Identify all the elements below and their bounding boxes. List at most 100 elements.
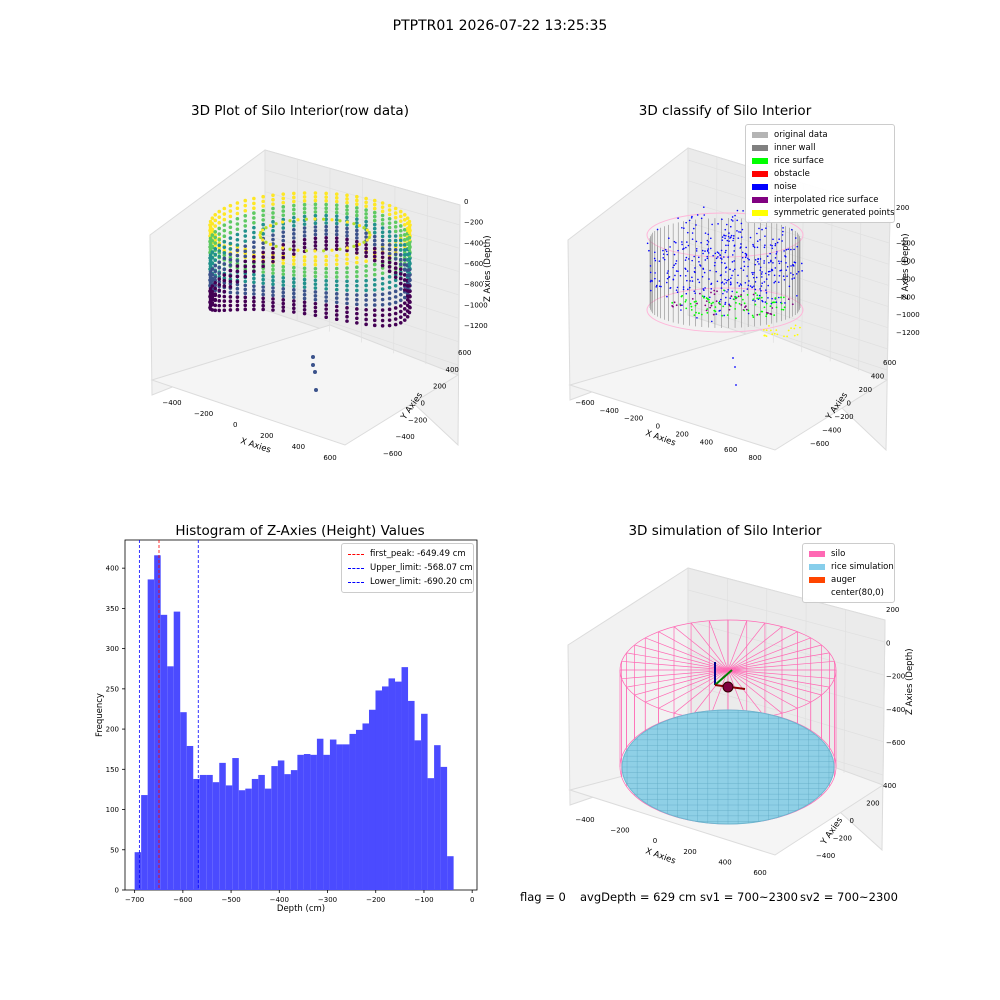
raw-outlier-point (314, 388, 318, 392)
noise-point (709, 269, 711, 272)
noise-point (719, 257, 722, 259)
raw-point (222, 294, 227, 299)
raw-point (365, 238, 369, 242)
noise-point (656, 228, 659, 231)
noise-point (697, 256, 700, 259)
raw-point (380, 313, 385, 318)
raw-point (345, 204, 349, 209)
rice-surface-point (783, 306, 786, 309)
raw-point (407, 219, 412, 224)
noise-point (779, 269, 781, 272)
noise-point (720, 274, 723, 276)
legend-item-inner-wall: inner wall (752, 141, 888, 154)
noise-point (736, 219, 738, 222)
legend-item-rice-simulation: rice simulation (809, 560, 894, 573)
legend-swatch (752, 209, 768, 216)
rice-surface-point (787, 298, 790, 301)
noise-point (655, 286, 658, 288)
noise-point (731, 261, 734, 263)
raw-point (281, 265, 286, 269)
raw-point (355, 265, 359, 269)
rice-surface-point (693, 300, 696, 303)
x-tick-label: 400 (292, 443, 305, 451)
raw-point (210, 301, 215, 305)
raw-point (281, 217, 286, 222)
raw-point (355, 316, 359, 321)
noise-point (681, 243, 683, 246)
rice-surface-point (713, 293, 716, 296)
symmetric-point (790, 327, 792, 330)
raw-point (213, 218, 218, 223)
raw-point (387, 312, 392, 317)
raw-point (252, 206, 256, 211)
symmetric-point (763, 334, 766, 337)
raw-point (398, 304, 403, 308)
z-tick-label: −800 (464, 281, 483, 289)
raw-point (243, 303, 248, 308)
silo-roof-line (626, 652, 729, 671)
noise-point (734, 214, 736, 217)
rice-surface-point (763, 306, 766, 309)
raw-point (355, 232, 359, 237)
raw-point (292, 219, 296, 224)
raw-point (345, 319, 349, 323)
raw-point (222, 273, 227, 277)
noise-point (726, 239, 729, 242)
raw-point (213, 246, 218, 251)
raw-point (271, 259, 275, 264)
raw-point (261, 270, 265, 274)
raw-point (252, 280, 256, 285)
raw-point (228, 236, 233, 240)
raw-point (364, 254, 368, 259)
raw-point (222, 228, 227, 233)
noise-point (701, 275, 704, 278)
raw-point (292, 269, 296, 274)
y-tick-label: 0 (850, 817, 854, 825)
rice-surface-point (733, 295, 736, 298)
raw-point (387, 221, 392, 225)
grid-line (687, 589, 886, 643)
noise-point (721, 236, 724, 238)
raw-point (334, 229, 339, 233)
raw-point (372, 298, 377, 302)
symmetric-point (762, 328, 765, 331)
raw-point (362, 226, 366, 230)
raw-point (372, 272, 377, 277)
raw-point (252, 235, 256, 240)
histogram-bar (206, 774, 213, 890)
raw-point (324, 199, 328, 203)
rice-surface-point (738, 302, 741, 305)
raw-point (252, 292, 256, 296)
noise-point (780, 260, 783, 263)
rice-surface-point (780, 296, 782, 299)
noise-point (696, 317, 698, 319)
raw-point (345, 292, 349, 297)
raw-point (208, 303, 213, 308)
histogram-bar (160, 614, 168, 890)
raw-point (380, 276, 385, 281)
raw-point (324, 311, 328, 315)
noise-point (769, 252, 771, 255)
raw-point (235, 299, 240, 304)
raw-point (324, 213, 328, 218)
raw-point (261, 208, 265, 213)
noise-point (753, 285, 755, 287)
rice-surface-point (773, 314, 776, 317)
silo-roof-line (727, 669, 783, 714)
raw-point (292, 191, 296, 196)
raw-point (271, 255, 275, 260)
rice-surface-point (745, 308, 748, 311)
raw-point (208, 275, 213, 280)
z-tick-label: 0 (464, 198, 468, 206)
noise-point (751, 271, 753, 274)
raw-point (271, 304, 275, 309)
noise-point (692, 227, 695, 230)
raw-point (292, 291, 296, 296)
noise-point (784, 256, 787, 258)
rice-surface-point (698, 312, 700, 315)
raw-point (367, 235, 371, 240)
noise-point (724, 228, 727, 231)
raw-point (292, 232, 296, 236)
rice-surface-point (735, 291, 738, 294)
noise-point (752, 273, 754, 276)
